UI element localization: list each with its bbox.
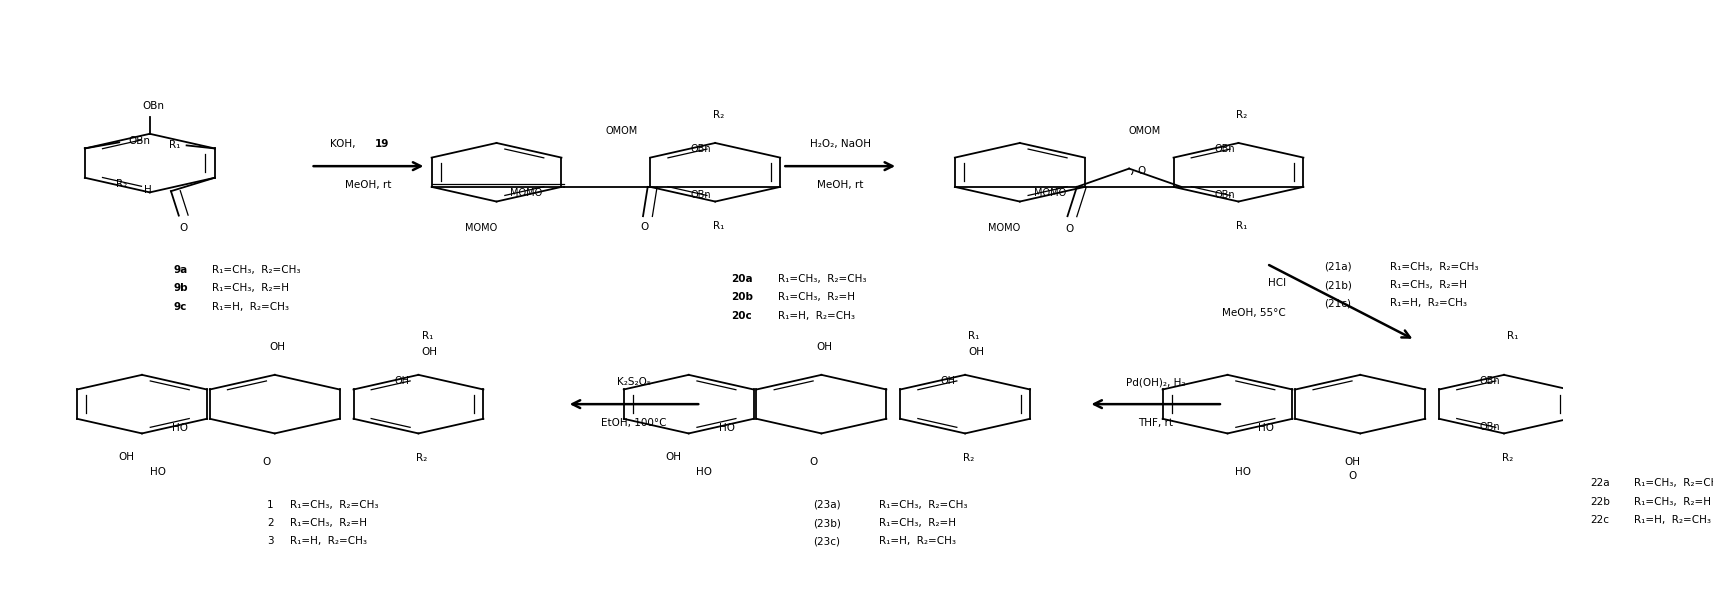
Text: HO: HO bbox=[719, 423, 735, 433]
Text: K₂S₂O₅: K₂S₂O₅ bbox=[617, 377, 651, 387]
Text: R₁: R₁ bbox=[170, 140, 180, 150]
Text: H: H bbox=[144, 185, 152, 195]
Text: HO: HO bbox=[1257, 423, 1274, 433]
Text: R₁=H,  R₂=CH₃: R₁=H, R₂=CH₃ bbox=[1634, 515, 1711, 525]
Text: R₂: R₂ bbox=[416, 453, 427, 463]
Text: OH: OH bbox=[968, 346, 985, 357]
Text: H₂O₂, NaOH: H₂O₂, NaOH bbox=[810, 139, 870, 149]
Text: 20c: 20c bbox=[731, 311, 752, 321]
Text: R₁: R₁ bbox=[421, 331, 433, 341]
Text: OH: OH bbox=[118, 452, 134, 462]
Text: R₂: R₂ bbox=[713, 110, 725, 120]
Text: OBn: OBn bbox=[1480, 376, 1501, 386]
Text: R₁=CH₃,  R₂=H: R₁=CH₃, R₂=H bbox=[291, 518, 367, 528]
Text: 2: 2 bbox=[267, 518, 274, 528]
Text: HO: HO bbox=[171, 423, 188, 433]
Text: MeOH, 55°C: MeOH, 55°C bbox=[1223, 308, 1286, 318]
Text: HO: HO bbox=[149, 467, 166, 477]
Text: R₁=H,  R₂=CH₃: R₁=H, R₂=CH₃ bbox=[212, 302, 289, 311]
Text: R₁: R₁ bbox=[713, 221, 725, 231]
Text: OH: OH bbox=[271, 341, 286, 352]
Text: OMOM: OMOM bbox=[605, 126, 637, 135]
Text: R₁=H,  R₂=CH₃: R₁=H, R₂=CH₃ bbox=[1389, 299, 1466, 308]
Text: R₁: R₁ bbox=[968, 331, 980, 341]
Text: OH: OH bbox=[817, 341, 833, 352]
Text: MeOH, rt: MeOH, rt bbox=[817, 180, 863, 189]
Text: R₁=CH₃,  R₂=CH₃: R₁=CH₃, R₂=CH₃ bbox=[291, 500, 379, 510]
Text: (21a): (21a) bbox=[1324, 262, 1352, 272]
Text: R₁=H,  R₂=CH₃: R₁=H, R₂=CH₃ bbox=[879, 536, 956, 546]
Text: OH: OH bbox=[394, 376, 409, 386]
Text: 20a: 20a bbox=[731, 274, 752, 284]
Text: O: O bbox=[262, 457, 271, 466]
Text: HO: HO bbox=[1235, 467, 1250, 477]
Text: KOH,: KOH, bbox=[331, 139, 360, 149]
Text: 20b: 20b bbox=[731, 292, 752, 302]
Text: O: O bbox=[1137, 166, 1146, 176]
Text: EtOH, 100°C: EtOH, 100°C bbox=[601, 417, 666, 427]
Text: OBn: OBn bbox=[1215, 144, 1235, 154]
Text: OH: OH bbox=[665, 452, 682, 462]
Text: (23b): (23b) bbox=[814, 518, 841, 528]
Text: MOMO: MOMO bbox=[1033, 188, 1065, 198]
Text: R₁: R₁ bbox=[1507, 331, 1518, 341]
Text: OH: OH bbox=[1345, 457, 1360, 466]
Text: O: O bbox=[810, 457, 817, 466]
Text: HCl: HCl bbox=[1268, 278, 1286, 289]
Text: 22c: 22c bbox=[1590, 515, 1609, 525]
Text: R₁=CH₃,  R₂=CH₃: R₁=CH₃, R₂=CH₃ bbox=[778, 274, 867, 284]
Text: OMOM: OMOM bbox=[1129, 126, 1161, 135]
Text: R₁=CH₃,  R₂=CH₃: R₁=CH₃, R₂=CH₃ bbox=[1389, 262, 1478, 272]
Text: R₁=CH₃,  R₂=H: R₁=CH₃, R₂=H bbox=[212, 283, 289, 293]
Text: R₁=H,  R₂=CH₃: R₁=H, R₂=CH₃ bbox=[778, 311, 855, 321]
Text: O: O bbox=[641, 223, 649, 232]
Text: R₁=CH₃,  R₂=CH₃: R₁=CH₃, R₂=CH₃ bbox=[1634, 479, 1713, 489]
Text: OBn: OBn bbox=[1215, 191, 1235, 200]
Text: R₂: R₂ bbox=[116, 179, 127, 189]
Text: Pd(OH)₂, H₂: Pd(OH)₂, H₂ bbox=[1125, 377, 1185, 387]
Text: THF, rt: THF, rt bbox=[1137, 417, 1173, 427]
Text: 9c: 9c bbox=[173, 302, 187, 311]
Text: 22b: 22b bbox=[1590, 497, 1610, 507]
Text: R₁=CH₃,  R₂=CH₃: R₁=CH₃, R₂=CH₃ bbox=[212, 265, 301, 275]
Text: R₁=H,  R₂=CH₃: R₁=H, R₂=CH₃ bbox=[291, 536, 367, 546]
Text: 22a: 22a bbox=[1590, 479, 1610, 489]
Text: 1: 1 bbox=[267, 500, 274, 510]
Text: (21c): (21c) bbox=[1324, 299, 1352, 308]
Text: O: O bbox=[1065, 224, 1072, 234]
Text: MOMO: MOMO bbox=[988, 223, 1021, 233]
Text: (23a): (23a) bbox=[814, 500, 841, 510]
Text: 19: 19 bbox=[375, 139, 389, 149]
Text: MOMO: MOMO bbox=[464, 223, 497, 233]
Text: R₁=CH₃,  R₂=CH₃: R₁=CH₃, R₂=CH₃ bbox=[879, 500, 968, 510]
Text: OBn: OBn bbox=[1480, 422, 1501, 432]
Text: OBn: OBn bbox=[690, 191, 711, 200]
Text: 3: 3 bbox=[267, 536, 274, 546]
Text: OBn: OBn bbox=[128, 136, 151, 146]
Text: R₁=CH₃,  R₂=H: R₁=CH₃, R₂=H bbox=[778, 292, 855, 302]
Text: 9b: 9b bbox=[173, 283, 188, 293]
Text: 9a: 9a bbox=[173, 265, 187, 275]
Text: O: O bbox=[1348, 471, 1357, 481]
Text: MOMO: MOMO bbox=[510, 188, 543, 198]
Text: R₁=CH₃,  R₂=H: R₁=CH₃, R₂=H bbox=[879, 518, 956, 528]
Text: R₁: R₁ bbox=[1235, 221, 1247, 231]
Text: R₂: R₂ bbox=[963, 453, 975, 463]
Text: OBn: OBn bbox=[142, 101, 164, 110]
Text: MeOH, rt: MeOH, rt bbox=[346, 180, 392, 189]
Text: HO: HO bbox=[695, 467, 713, 477]
Text: O: O bbox=[180, 223, 188, 233]
Text: R₁=CH₃,  R₂=H: R₁=CH₃, R₂=H bbox=[1634, 497, 1711, 507]
Text: R₂: R₂ bbox=[1502, 453, 1513, 463]
Text: R₁=CH₃,  R₂=H: R₁=CH₃, R₂=H bbox=[1389, 280, 1466, 290]
Text: R₂: R₂ bbox=[1237, 110, 1247, 120]
Text: (21b): (21b) bbox=[1324, 280, 1352, 290]
Text: (23c): (23c) bbox=[814, 536, 841, 546]
Text: OH: OH bbox=[421, 346, 437, 357]
Text: OH: OH bbox=[940, 376, 956, 386]
Text: OBn: OBn bbox=[690, 144, 711, 154]
